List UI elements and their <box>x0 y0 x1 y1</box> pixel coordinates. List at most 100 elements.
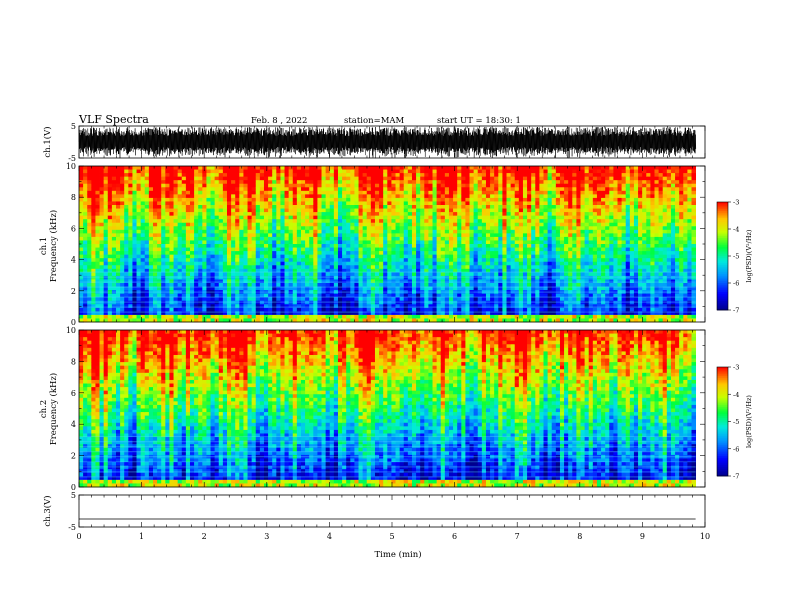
spectrogram-cell <box>218 261 224 266</box>
spectrogram-cell <box>206 297 211 302</box>
spectrogram-cell <box>305 205 310 209</box>
spectrogram-cell <box>218 226 224 231</box>
spectrogram-cell <box>539 183 544 188</box>
spectrogram-cell <box>239 279 244 284</box>
spectrogram-cell <box>111 183 117 188</box>
spectrogram-cell <box>383 254 388 259</box>
spectrogram-cell <box>272 307 277 312</box>
spectrogram-cell <box>453 194 458 199</box>
spectrogram-cell <box>342 318 347 323</box>
spectrogram-cell <box>124 293 129 298</box>
spectrogram-cell <box>272 219 277 224</box>
spectrogram-cell <box>165 258 170 263</box>
spectrogram-cell <box>177 261 183 266</box>
spectrogram-cell <box>276 233 281 238</box>
spectrogram-cell <box>148 318 154 323</box>
spectrogram-cell <box>177 244 183 248</box>
spectrogram-cell <box>448 293 454 298</box>
spectrogram-cell <box>391 254 396 259</box>
spectrogram-cell <box>210 244 216 248</box>
spectrogram-cell <box>362 194 368 199</box>
spectrogram-cell <box>313 226 318 231</box>
spectrogram-cell <box>337 222 343 227</box>
spectrogram-cell <box>95 286 100 291</box>
spectrogram-cell <box>313 222 318 227</box>
spectrogram-cell <box>255 311 261 316</box>
spectrogram-cell <box>169 275 174 280</box>
spectrogram-cell <box>161 240 166 245</box>
spectrogram-cell <box>288 173 294 178</box>
spectrogram-cell <box>477 219 483 224</box>
spectrogram-cell <box>87 208 92 213</box>
spectrogram-cell <box>436 254 442 259</box>
spectrogram-cell <box>152 208 158 213</box>
spectrogram-cell <box>272 229 277 234</box>
spectrogram-cell <box>477 222 483 227</box>
spectrogram-cell <box>370 215 376 220</box>
spectrogram-cell <box>87 187 92 192</box>
spectrogram-cell <box>124 190 129 195</box>
spectrogram-cell <box>440 251 446 256</box>
spectrogram-cell <box>231 314 236 319</box>
spectrogram-cell <box>185 187 191 192</box>
spectrogram-cell <box>177 222 183 227</box>
spectrogram-cell <box>181 219 187 224</box>
figure-title: VLF Spectra <box>78 113 149 126</box>
spectrogram-cell <box>79 169 84 174</box>
spectrogram-cell <box>354 279 359 284</box>
spectrogram-cell <box>255 318 261 323</box>
spectrogram-cell <box>91 219 96 224</box>
spectrogram-cell <box>358 173 364 178</box>
spectrogram-cell <box>391 247 396 252</box>
spectrogram-cell <box>313 201 318 206</box>
spectrogram-cell <box>362 268 368 273</box>
spectrogram-cell <box>485 244 491 248</box>
spectrogram-cell <box>457 190 462 195</box>
spectrogram-cell <box>399 307 405 312</box>
spectrogram-cell <box>465 279 470 284</box>
spectrogram-cell <box>128 272 133 277</box>
spectrogram-cell <box>494 208 499 213</box>
spectrogram-cell <box>395 251 401 256</box>
spectrogram-cell <box>169 251 174 256</box>
spectrogram-cell <box>477 265 483 270</box>
spectrogram-cell <box>144 226 150 231</box>
spectrogram-cell <box>325 304 331 309</box>
spectrogram-cell <box>374 190 380 195</box>
spectrogram-cell <box>522 183 528 188</box>
spectrogram-cell <box>387 307 392 312</box>
spectrogram-cell <box>379 275 384 280</box>
spectrogram-cell <box>103 205 109 209</box>
spectrogram-cell <box>358 261 364 266</box>
spectrogram-cell <box>296 247 302 252</box>
spectrogram-cell <box>210 176 216 181</box>
spectrogram-cell <box>522 258 528 263</box>
spectrogram-cell <box>95 226 100 231</box>
spectrogram-cell <box>111 208 117 213</box>
spectrogram-cell <box>189 180 195 185</box>
spectrogram-cell <box>374 275 380 280</box>
spectrogram-cell <box>448 173 454 178</box>
spectrogram-cell <box>165 247 170 252</box>
spectrogram-cell <box>185 268 191 273</box>
spectrogram-cell <box>124 279 129 284</box>
spectrogram-cell <box>399 244 405 248</box>
spectrogram-cell <box>132 187 137 192</box>
spectrogram-cell <box>362 293 368 298</box>
spectrogram-cell <box>506 194 512 199</box>
spectrogram-cell <box>309 297 314 302</box>
spectrogram-cell <box>247 208 253 213</box>
spectrogram-cell <box>120 226 125 231</box>
spectrogram-cell <box>416 307 421 312</box>
spectrogram-cell <box>494 187 499 192</box>
spectrogram-cell <box>284 258 290 263</box>
spectrogram-cell <box>461 300 466 305</box>
spectrogram-cell <box>411 212 417 217</box>
spectrogram-cell <box>263 229 269 234</box>
spectrogram-cell <box>494 265 499 270</box>
spectrogram-cell <box>440 258 446 263</box>
spectrogram-cell <box>194 307 199 312</box>
spectrogram-cell <box>518 251 524 256</box>
spectrogram-cell <box>494 286 499 291</box>
spectrogram-cell <box>350 169 355 174</box>
